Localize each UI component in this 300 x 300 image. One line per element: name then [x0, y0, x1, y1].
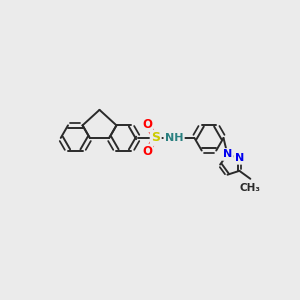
- Text: N: N: [223, 149, 232, 159]
- Text: N: N: [235, 153, 244, 163]
- Text: O: O: [142, 118, 152, 131]
- Text: CH₃: CH₃: [240, 183, 261, 193]
- Text: NH: NH: [165, 133, 183, 143]
- Text: O: O: [142, 145, 152, 158]
- Text: S: S: [151, 131, 160, 144]
